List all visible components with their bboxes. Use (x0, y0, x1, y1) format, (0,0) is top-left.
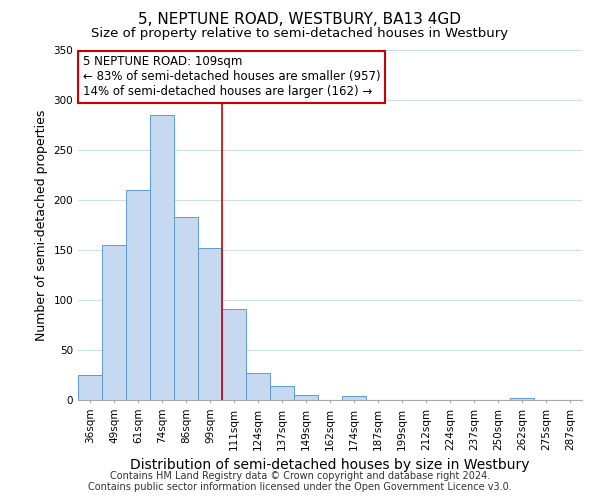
Text: Contains HM Land Registry data © Crown copyright and database right 2024.
Contai: Contains HM Land Registry data © Crown c… (88, 471, 512, 492)
Bar (246, 373, 270, 400)
Text: Size of property relative to semi-detached houses in Westbury: Size of property relative to semi-detach… (91, 28, 509, 40)
Text: 5 NEPTUNE ROAD: 109sqm
← 83% of semi-detached houses are smaller (957)
14% of se: 5 NEPTUNE ROAD: 109sqm ← 83% of semi-det… (83, 56, 380, 98)
Bar (510, 398, 534, 400)
Y-axis label: Number of semi-detached properties: Number of semi-detached properties (35, 110, 48, 340)
Bar (150, 115, 174, 400)
Bar (174, 217, 198, 400)
Bar (342, 396, 366, 400)
Text: 5, NEPTUNE ROAD, WESTBURY, BA13 4GD: 5, NEPTUNE ROAD, WESTBURY, BA13 4GD (139, 12, 461, 28)
Bar (222, 309, 246, 400)
Bar (294, 395, 318, 400)
Bar (78, 375, 102, 400)
Bar (198, 248, 222, 400)
X-axis label: Distribution of semi-detached houses by size in Westbury: Distribution of semi-detached houses by … (130, 458, 530, 472)
Bar (270, 386, 294, 400)
Bar (126, 190, 150, 400)
Bar (102, 245, 126, 400)
